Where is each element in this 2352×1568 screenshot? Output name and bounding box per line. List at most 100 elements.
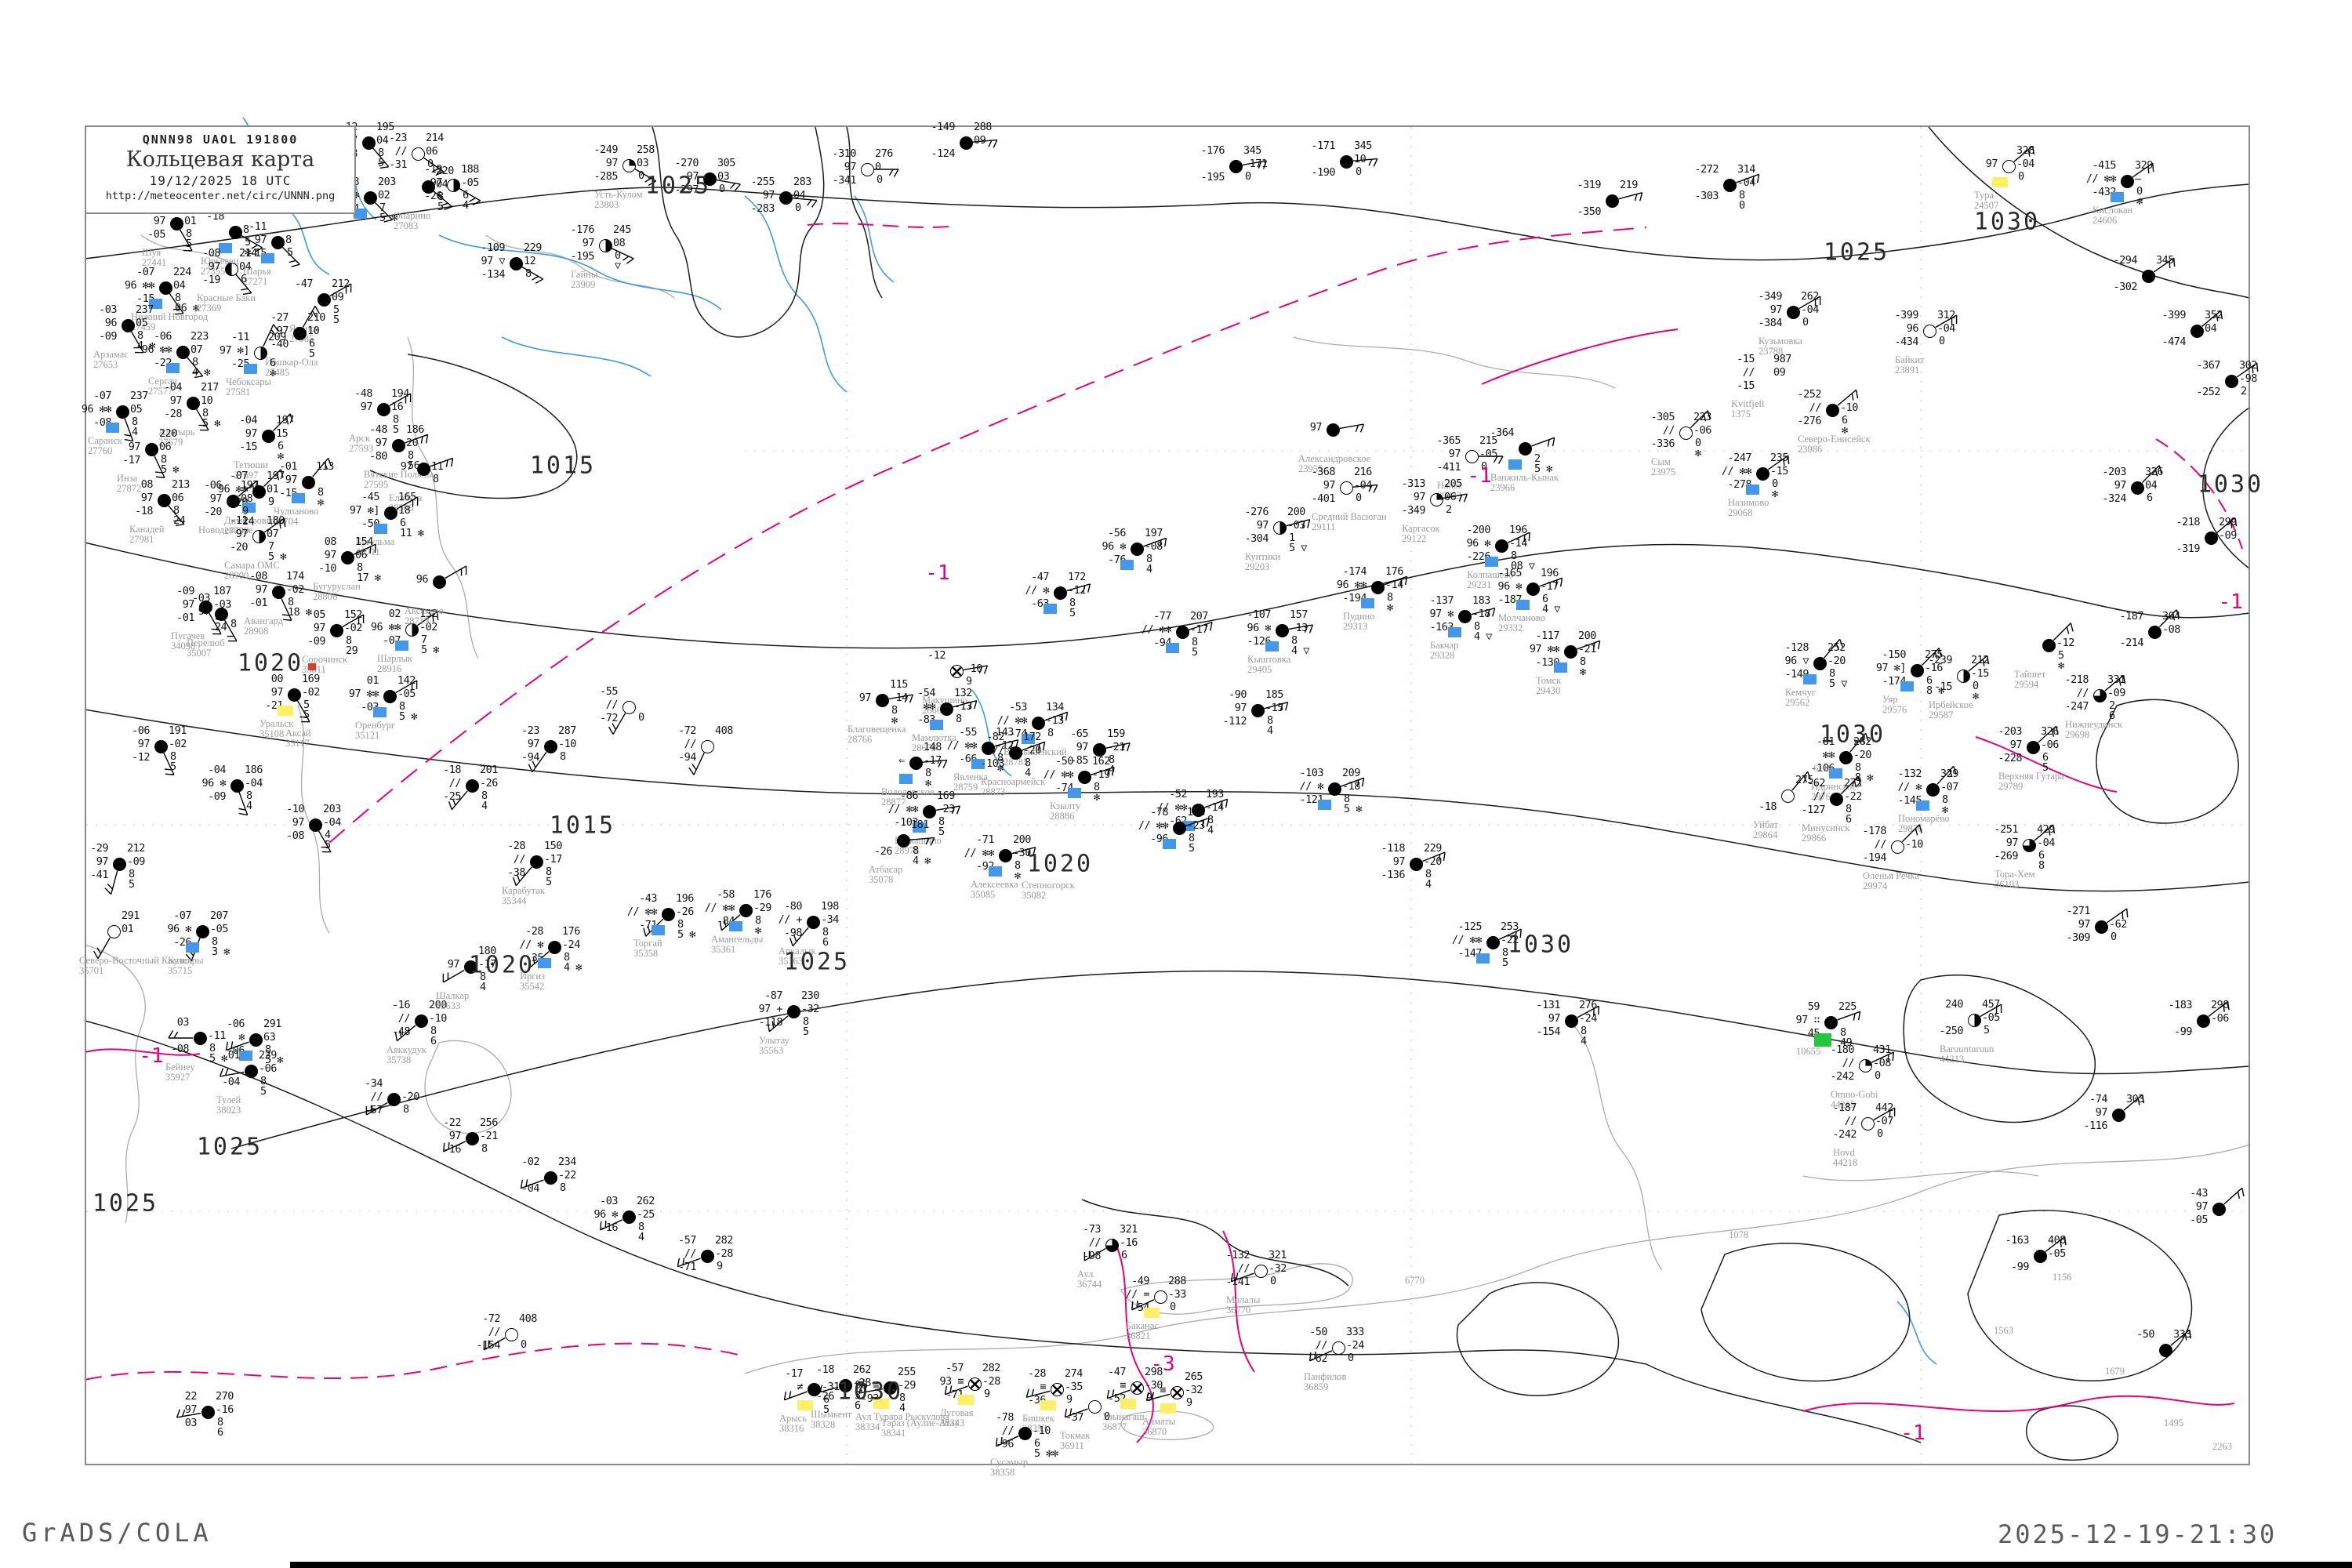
station-value-tr: 200 [1013, 833, 1031, 846]
station-value-mr: 18 [398, 504, 411, 517]
isobar-line [1700, 1243, 1911, 1382]
station-value-r2: 5 [437, 201, 444, 213]
station-value-tl: -132 [1897, 768, 1922, 780]
station-plot: 97 328 -04 0 Тура 24507 [1954, 135, 2071, 213]
station-value-r1: 0 [1348, 1352, 1354, 1364]
station-value-tr: 214 [426, 132, 444, 144]
station-value-r1: 8 [161, 453, 167, 466]
station-plot: 01 97 ✻✻ -03 142 -05 8 5 ✻ Оренбург 35121 [335, 665, 452, 743]
station-name: Нижнеудинск 29698 [2065, 719, 2123, 740]
station-value-tl: -178 [1862, 825, 1886, 837]
station-value-r2: ✻ [270, 367, 276, 379]
station-value-mr: -04 [1354, 479, 1372, 492]
station-value-tr: 303 [2126, 1093, 2144, 1105]
station-plot: 02 96 ✻✻ -07 132 -02 7 5 ✻ Шарлык 28916 [357, 598, 474, 677]
station-value-r1: 0 [1104, 1410, 1110, 1423]
station-value-tr: 274 [1065, 1367, 1083, 1380]
station-plot: 08 97 -10 154 06 8 17 ✻ Бугуруслан 28806 [292, 526, 410, 604]
station-value-lm: // ✻✻ [2085, 172, 2117, 185]
station-value-lm: 96 ✻ [167, 923, 191, 935]
station-value-tl: -218 [2176, 516, 2200, 528]
station-name: Бугуруслан 28806 [313, 581, 361, 602]
station-value-bl: -40 [270, 338, 289, 350]
station-value-mr: -16 [216, 1403, 234, 1416]
station-value-tr: 282 [1853, 735, 1871, 748]
geography-line [744, 1144, 2250, 1374]
station-value-bl: -349 [1401, 504, 1425, 517]
cloud-cover-icon [415, 1014, 428, 1028]
station-value-mr: -04 [2037, 837, 2055, 849]
isobar-line [1903, 975, 2096, 1123]
station-value-tl: -90 [1229, 688, 1247, 701]
station-value-mr: -10 [1905, 838, 1923, 851]
station-value-mr: 05 [130, 403, 143, 416]
station-plot: -109 97 ▽ -134 229 12 8 [461, 232, 579, 310]
station-value-lm: // [397, 1012, 411, 1025]
station-value-r2: 3 ✻ [212, 946, 230, 958]
cloud-cover-icon [293, 327, 307, 340]
station-value-tl: -53 [1009, 701, 1027, 713]
front-value-label: -1 [139, 1044, 164, 1068]
station-value-mr: -22 [1844, 790, 1862, 803]
station-plot: -28 ≡ -36 274 -35 9 Бишкек 38353 [1002, 1358, 1120, 1436]
station-value-bl: -242 [1830, 1070, 1854, 1083]
cloud-cover-icon [2205, 532, 2218, 545]
station-value-lm: 97 [270, 686, 284, 699]
station-value-tl: -368 [1311, 466, 1335, 478]
station-value-tl: -06 [154, 330, 172, 343]
station-value-mr: 11 [431, 460, 444, 473]
station-value-bl: -242 [1832, 1128, 1857, 1141]
station-name: Средний Васюган 29111 [1312, 511, 1387, 532]
station-value-bl: -187 [1497, 593, 1522, 606]
station-value-tr: 209 [268, 331, 286, 343]
cloud-cover-icon [876, 694, 889, 707]
station-value-tr: 113 [316, 460, 334, 473]
station-value-mr: -05 [210, 923, 228, 935]
station-plot: -18 275 Уйбат 29864 [1733, 764, 1850, 843]
station-marker-square-y [1160, 1403, 1176, 1414]
station-value-mr: -13 [954, 700, 972, 713]
station-value-tr: 288 [974, 121, 992, 133]
station-plot: -62//-127 272 -22 8 6 Минусинск 29866 [1781, 768, 1899, 846]
station-plot: -29 97 -41 212 -09 8 5 [64, 833, 182, 911]
station-value-r2: 4 [1146, 563, 1152, 575]
station-value-r1: 8 [822, 926, 829, 938]
station-value-r1: 6 [2042, 751, 2049, 764]
station-name: 10655 [1796, 1046, 1821, 1057]
isobar-label: 1025 [196, 1133, 263, 1161]
station-value-lm: 96 ✻✻ [141, 343, 172, 356]
cloud-cover-icon [1458, 610, 1472, 623]
station-value-r1: 8 [1942, 793, 1948, 806]
station-value-tl: -247 [1727, 452, 1751, 464]
station-name: Аксаково 28719 [405, 605, 444, 626]
station-value-bl: -22 [154, 357, 172, 369]
station-value-tl: -57 [946, 1362, 964, 1374]
station-value-lm: // [448, 777, 462, 789]
map-title: Кольцевая карта [125, 147, 315, 172]
station-value-tr: 216 [1354, 466, 1372, 478]
station-value-tl: -09 [176, 585, 194, 597]
cloud-cover-icon [2159, 1344, 2172, 1357]
elevation-label: 1078 [1729, 1229, 1748, 1240]
station-value-tl: -07 [230, 470, 248, 482]
cloud-cover-icon [392, 439, 405, 452]
cloud-cover-icon [1756, 467, 1769, 481]
station-value-lm: // ✻✻ [1721, 465, 1752, 477]
station-value-lm: 97 [1985, 158, 1998, 170]
station-name: Молчаново 29332 [1498, 612, 1545, 633]
station-value-bl: -303 [1694, 190, 1719, 202]
cloud-cover-icon [1957, 670, 1970, 683]
station-value-lm: 97 [2195, 1200, 2209, 1213]
station-value-mr: -04 [2016, 158, 2034, 170]
cloud-cover-icon [122, 319, 135, 332]
station-value-lm: 97 ✻✻ [348, 688, 379, 700]
cloud-cover-icon [417, 463, 430, 476]
station-value-mr: -32 [1269, 1262, 1287, 1275]
station-value-mr: -07 [1875, 1115, 1893, 1127]
station-value-tr: 115 [890, 678, 908, 691]
cloud-cover-icon [1131, 1381, 1144, 1395]
station-value-lm: 97 [1256, 519, 1269, 532]
station-value-r2: 5 [170, 760, 176, 773]
station-plot: -132// ✻ -145 329 -07 8 ✻ Пономарёво 29876 [1878, 758, 1995, 837]
